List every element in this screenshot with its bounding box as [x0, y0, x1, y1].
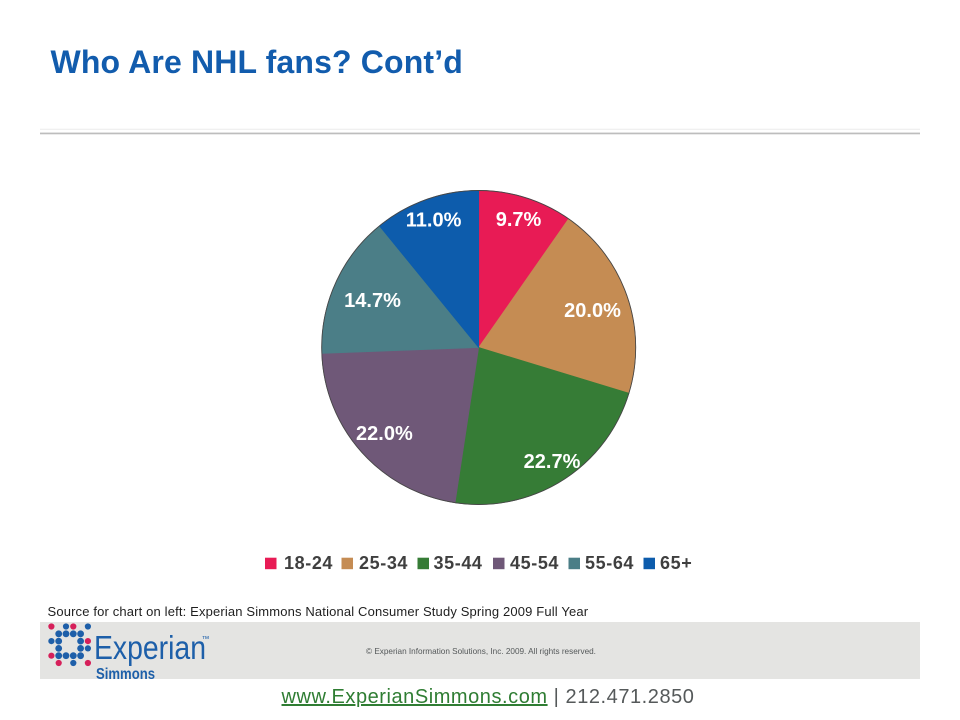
svg-text:Experian: Experian	[94, 629, 206, 666]
svg-text:11.0%: 11.0%	[406, 210, 462, 232]
svg-text:www.ExperianSimmons.com | 212.: www.ExperianSimmons.com | 212.471.2850	[281, 686, 695, 708]
svg-text:Source for chart on left: Expe: Source for chart on left: Experian Simmo…	[48, 604, 589, 619]
svg-text:18-24: 18-24	[284, 553, 333, 573]
svg-text:65+: 65+	[660, 553, 692, 573]
svg-text:Who Are NHL fans? Cont’d: Who Are NHL fans? Cont’d	[51, 44, 463, 80]
svg-text:35-44: 35-44	[434, 553, 483, 573]
svg-text:9.7%: 9.7%	[496, 209, 542, 231]
svg-text:25-34: 25-34	[359, 553, 408, 573]
svg-text:© Experian Information Solutio: © Experian Information Solutions, Inc. 2…	[366, 647, 596, 656]
svg-text:20.0%: 20.0%	[564, 300, 621, 322]
svg-text:22.7%: 22.7%	[524, 451, 581, 473]
svg-text:22.0%: 22.0%	[356, 423, 413, 445]
svg-text:14.7%: 14.7%	[344, 290, 401, 312]
svg-text:Simmons: Simmons	[96, 666, 155, 683]
svg-text:45-54: 45-54	[510, 553, 559, 573]
svg-text:55-64: 55-64	[585, 553, 634, 573]
svg-text:™: ™	[202, 635, 210, 644]
